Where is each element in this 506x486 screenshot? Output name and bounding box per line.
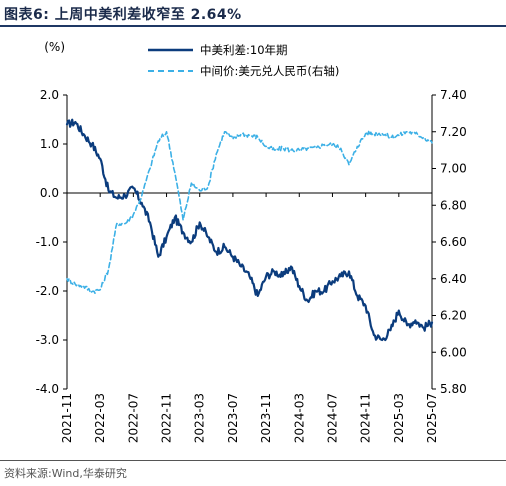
right-tick-label: 6.00 (440, 345, 467, 359)
right-tick-label: 6.80 (440, 198, 467, 212)
left-tick-label: -3.0 (36, 333, 59, 347)
right-tick-label: 7.20 (440, 125, 467, 139)
x-tick-label: 2023-03 (193, 393, 207, 443)
source-note: 资料来源:Wind,华泰研究 (4, 467, 127, 480)
series-line-spread (65, 118, 434, 342)
x-tick-label: 2025-03 (392, 393, 406, 443)
left-tick-label: 1.0 (40, 137, 59, 151)
right-tick-label: 6.60 (440, 235, 467, 249)
series-layer (65, 118, 434, 342)
left-tick-label: 2.0 (40, 88, 59, 102)
right-tick-label: 7.00 (440, 162, 467, 176)
left-tick-label: 0.0 (40, 186, 59, 200)
x-tick-label: 2024-03 (292, 393, 306, 443)
page-title: 图表6: 上周中美利差收窄至 2.64% (4, 7, 242, 23)
left-tick-label: -2.0 (36, 284, 59, 298)
left-axis-unit: (%) (44, 40, 65, 54)
x-tick-label: 2025-07 (425, 393, 439, 443)
series-line-fx (66, 130, 433, 294)
x-tick-label: 2021-11 (60, 393, 74, 443)
x-tick-label: 2024-11 (359, 393, 373, 443)
right-tick-label: 6.40 (440, 272, 467, 286)
x-tick-label: 2023-11 (259, 393, 273, 443)
x-tick-label: 2022-11 (160, 393, 174, 443)
legend-label: 中间价:美元兑人民币(右轴) (200, 64, 339, 78)
x-tick-label: 2022-03 (93, 393, 107, 443)
x-tick-label: 2022-07 (126, 393, 140, 443)
left-tick-label: -4.0 (36, 382, 59, 396)
footer-divider (0, 460, 506, 461)
right-tick-label: 6.20 (440, 309, 467, 323)
axes-layer: (%) 2.0 1.0 0.0 -1.0 -2.0 -3.0 -4.0 7.40 7.20 7.00… (36, 40, 467, 443)
left-tick-label: -1.0 (36, 235, 59, 249)
legend-label: 中美利差:10年期 (200, 43, 288, 57)
chart-canvas: (%) 2.0 1.0 0.0 -1.0 -2.0 -3.0 -4.0 7.40 7.20 7.00… (36, 40, 467, 443)
title-divider (0, 25, 506, 27)
right-tick-label: 5.80 (440, 382, 467, 396)
x-tick-label: 2024-07 (325, 393, 339, 443)
x-tick-label: 2023-07 (226, 393, 240, 443)
right-tick-label: 7.40 (440, 88, 467, 102)
